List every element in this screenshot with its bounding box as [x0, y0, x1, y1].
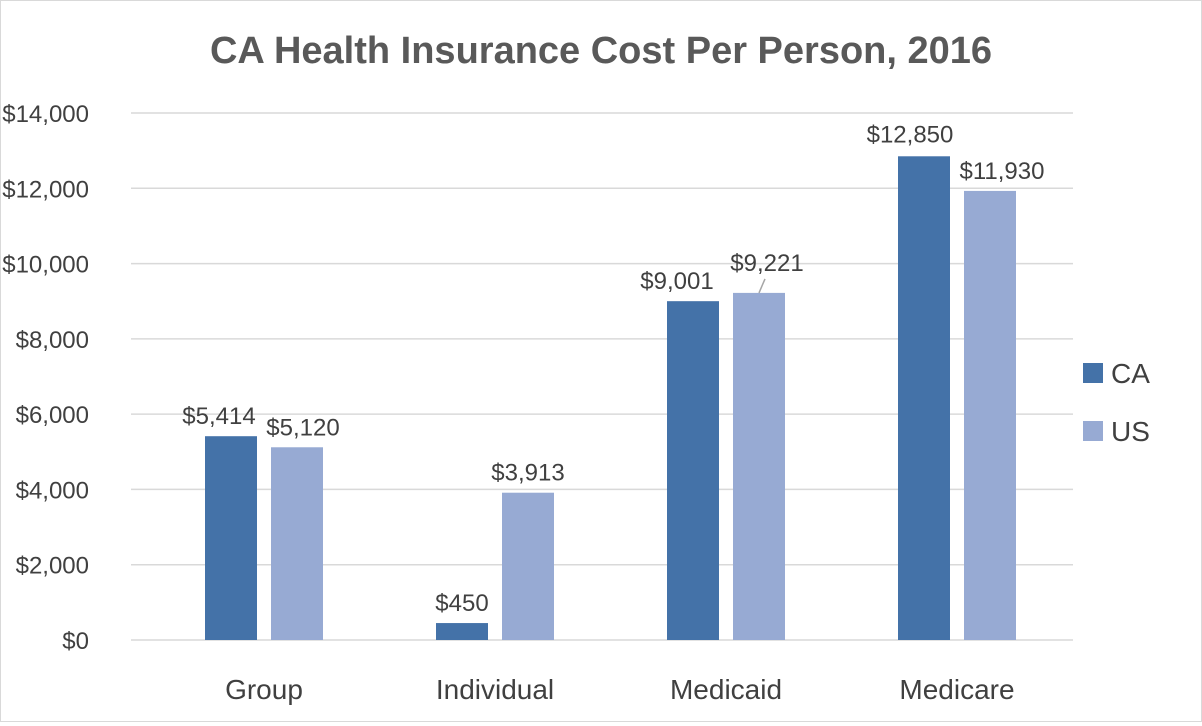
y-tick-label: $8,000 — [16, 327, 89, 354]
y-tick-labels: $0 $2,000 $4,000 $6,000 $8,000 $10,000 $12,000… — [2, 101, 89, 655]
x-tick-labels: Group Individual Medicaid Medicare — [225, 674, 1015, 705]
bar-ca-group — [205, 436, 257, 640]
x-tick-label: Group — [225, 674, 303, 705]
legend: CA US — [1083, 358, 1150, 447]
legend-label: US — [1111, 416, 1150, 447]
data-label: $450 — [435, 590, 488, 617]
bar-ca-medicaid — [667, 301, 719, 640]
data-label: $9,221 — [730, 250, 803, 277]
data-labels: $5,414 $5,120 $450 $3,913 $9,001 $9,221 $12,85… — [182, 121, 1044, 617]
bar-us-medicare — [964, 190, 1016, 640]
x-tick-label: Individual — [436, 674, 554, 705]
y-tick-label: $2,000 — [16, 553, 89, 580]
leader-line — [758, 278, 766, 294]
data-label: $3,913 — [491, 460, 564, 487]
data-label: $5,120 — [266, 414, 339, 441]
legend-swatch-us — [1083, 421, 1103, 441]
data-label: $12,850 — [867, 121, 954, 148]
y-tick-label: $0 — [62, 628, 89, 655]
chart-title: CA Health Insurance Cost Per Person, 201… — [210, 30, 992, 72]
x-tick-label: Medicaid — [670, 674, 782, 705]
bars — [205, 156, 1016, 640]
bar-us-group — [271, 447, 323, 640]
bar-ca-medicare — [898, 156, 950, 640]
bar-us-medicaid — [733, 292, 785, 640]
y-tick-label: $4,000 — [16, 477, 89, 504]
data-label: $5,414 — [182, 403, 255, 430]
bar-us-individual — [502, 492, 554, 640]
y-tick-label: $6,000 — [16, 402, 89, 429]
data-label: $9,001 — [640, 268, 713, 295]
legend-label: CA — [1111, 358, 1150, 389]
bar-ca-individual — [436, 623, 488, 640]
data-label: $11,930 — [960, 158, 1045, 185]
y-tick-label: $10,000 — [2, 252, 89, 279]
y-tick-label: $14,000 — [2, 101, 89, 128]
legend-swatch-ca — [1083, 363, 1103, 383]
x-tick-label: Medicare — [899, 674, 1014, 705]
y-tick-label: $12,000 — [2, 176, 89, 203]
